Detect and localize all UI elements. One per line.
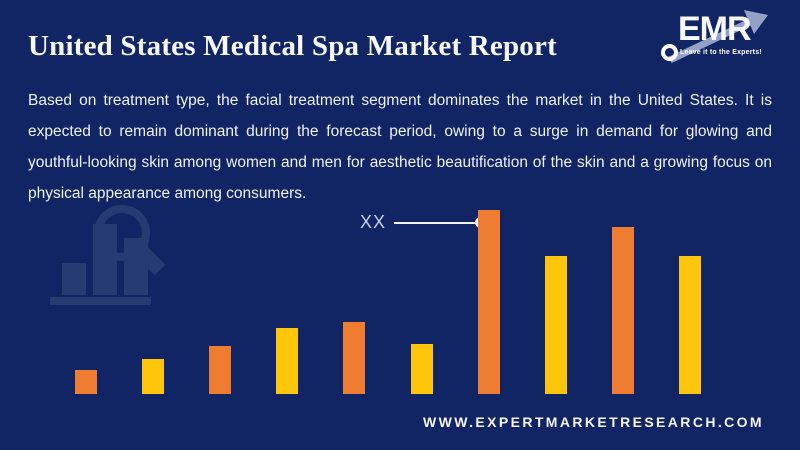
bar-chart: XX <box>0 195 800 394</box>
emr-logo: EMR Leave it to the Experts! <box>660 8 776 70</box>
page-title: United States Medical Spa Market Report <box>28 30 557 62</box>
bar-10 <box>679 256 701 394</box>
bar-9 <box>612 227 634 394</box>
growth-arrow-icon <box>668 10 768 64</box>
chart-magnifier-watermark-icon <box>50 205 166 305</box>
report-description: Based on treatment type, the facial trea… <box>28 92 772 202</box>
bar-4 <box>276 328 298 394</box>
logo-tagline: Leave it to the Experts! <box>680 49 762 56</box>
bar-1 <box>75 370 97 394</box>
bar-6 <box>411 344 433 394</box>
bar-value-annotation: XX <box>360 212 387 232</box>
annotation-callout-line <box>394 222 482 224</box>
bar-7 <box>478 210 500 394</box>
bar-3 <box>209 346 231 394</box>
bar-8 <box>545 256 567 394</box>
logo-ring-icon <box>661 44 678 61</box>
logo-brand-text: EMR <box>678 10 752 48</box>
bar-5 <box>343 322 365 394</box>
website-url: WWW.EXPERTMARKETRESEARCH.COM <box>423 414 764 430</box>
bar-2 <box>142 359 164 394</box>
